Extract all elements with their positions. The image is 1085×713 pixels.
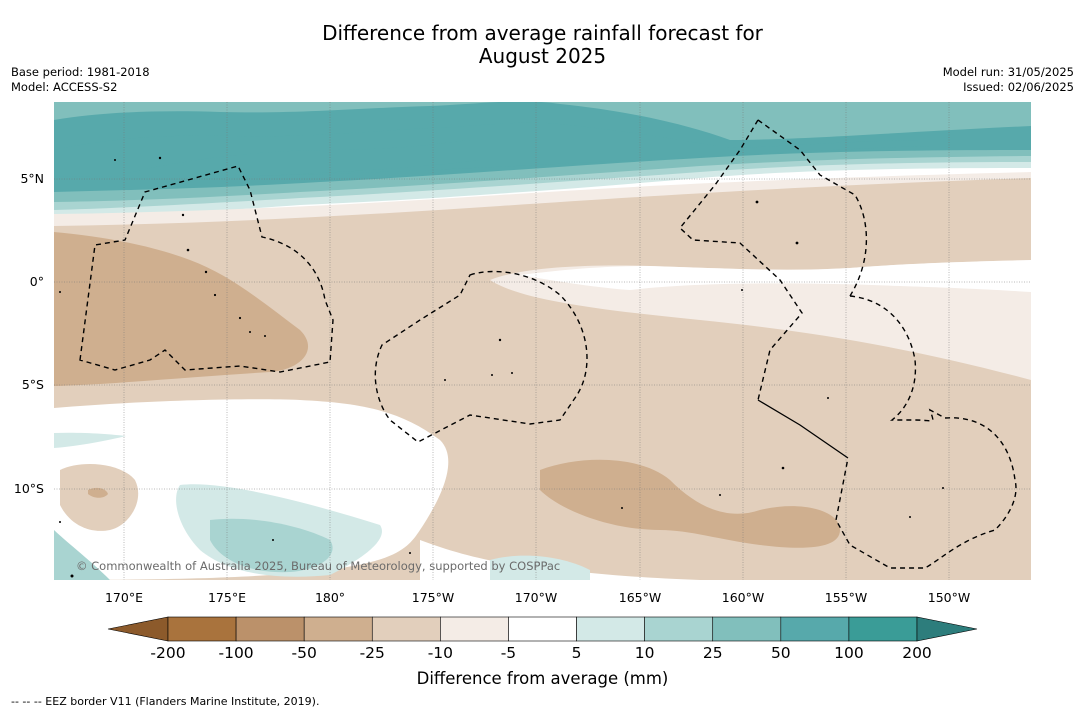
eez-line-north — [757, 119, 868, 297]
colorbar: -200 -100 -50 -25 -10 -5 5 10 25 50 100 200 — [107, 616, 978, 662]
colorbar-segments — [167, 616, 918, 642]
colorbar-segment — [371, 616, 441, 642]
colorbar-tick-label: 50 — [771, 644, 791, 662]
base-period-text: Base period: 1981-2018 — [11, 65, 150, 79]
lon-label-175w: 175°W — [412, 590, 454, 605]
colorbar-segment — [508, 616, 577, 642]
map-title-line1: Difference from average rainfall forecas… — [322, 21, 763, 45]
eez-footnote: -- -- -- EEZ border V11 (Flanders Marine… — [11, 695, 320, 708]
colorbar-low-extend — [107, 616, 169, 642]
colorbar-high-extend — [916, 616, 978, 642]
colorbar-tick-label: 200 — [902, 644, 932, 662]
colorbar-tick-label: 10 — [635, 644, 655, 662]
colorbar-label: Difference from average (mm) — [416, 669, 669, 688]
lon-axis: 170°E 175°E 180° 175°W 170°W 165°W 160°W… — [105, 590, 970, 605]
colorbar-segment — [303, 616, 373, 642]
colorbar-segment — [848, 616, 918, 642]
dry-patch-far-sw-core — [88, 487, 108, 498]
lat-label-0: 0° — [30, 274, 44, 289]
copyright-text: © Commonwealth of Australia 2025, Bureau… — [76, 559, 560, 573]
model-run-text: Model run: 31/05/2025 — [942, 65, 1074, 79]
colorbar-tick-label: -200 — [150, 644, 185, 662]
rainfall-anomaly-field — [54, 102, 1031, 580]
colorbar-segment — [644, 616, 714, 642]
map-title-line2: August 2025 — [478, 44, 607, 68]
lon-label-160w: 160°W — [722, 590, 764, 605]
colorbar-segment — [780, 616, 850, 642]
dry-band-50-south — [540, 459, 840, 548]
lat-label-5s: 5°S — [22, 377, 44, 392]
colorbar-tick-label: -50 — [292, 644, 317, 662]
wet-patch-s-10 — [490, 555, 590, 580]
colorbar-tick-label: -25 — [360, 644, 385, 662]
colorbar-tick-label: 100 — [834, 644, 864, 662]
eez-borders — [79, 119, 1017, 569]
eez-kiribati-gilbert — [79, 165, 334, 373]
colorbar-tick-label: -100 — [218, 644, 253, 662]
colorbar-segment — [440, 616, 509, 642]
lon-label-170w: 170°W — [515, 590, 557, 605]
graticule — [54, 102, 1031, 580]
map-title: Difference from average rainfall forecas… — [0, 22, 1085, 68]
colorbar-tick-label: -5 — [501, 644, 516, 662]
lat-axis: 5°N 0° 5°S 10°S — [14, 171, 44, 496]
colorbar-tick-label: -10 — [428, 644, 453, 662]
colorbar-segment — [576, 616, 645, 642]
meta-right: Model run: 31/05/2025 Issued: 02/06/2025 — [943, 65, 1074, 95]
meta-left: Base period: 1981-2018 Model: ACCESS-S2 — [11, 65, 150, 95]
wet-core-dark — [120, 140, 480, 180]
lon-label-155w: 155°W — [825, 590, 867, 605]
colorbar-tick-labels: -200 -100 -50 -25 -10 -5 5 10 25 50 100 200 — [150, 644, 931, 662]
model-text: Model: ACCESS-S2 — [11, 80, 118, 94]
colorbar-segment — [712, 616, 782, 642]
issued-text: Issued: 02/06/2025 — [963, 80, 1074, 94]
lon-label-165w: 165°W — [619, 590, 661, 605]
eez-line-mid — [679, 119, 803, 401]
lat-label-10s: 10°S — [14, 481, 44, 496]
lat-label-5n: 5°N — [20, 171, 44, 186]
wet-patch-sw-25 — [210, 518, 333, 573]
colorbar-tick-label: 25 — [703, 644, 723, 662]
dry-band-50-west — [54, 232, 309, 386]
island-markers — [59, 156, 944, 578]
wet-patch-w — [54, 432, 126, 448]
lon-label-150w: 150°W — [928, 590, 970, 605]
eez-solid-segment — [757, 399, 849, 459]
lon-label-180: 180° — [315, 590, 345, 605]
colorbar-segment — [167, 616, 237, 642]
lon-label-175e: 175°E — [208, 590, 246, 605]
eez-phoenix — [374, 270, 588, 443]
colorbar-tick-label: 5 — [572, 644, 582, 662]
wet-patch-far-sw — [54, 530, 110, 580]
lon-label-170e: 170°E — [105, 590, 143, 605]
colorbar-segment — [235, 616, 305, 642]
